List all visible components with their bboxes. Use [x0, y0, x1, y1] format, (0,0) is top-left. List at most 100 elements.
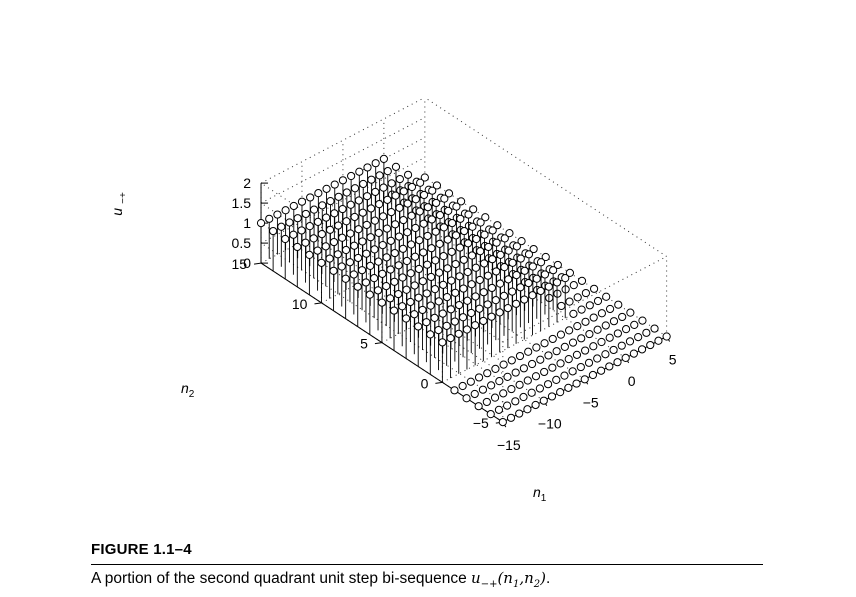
stem-marker [375, 171, 384, 180]
stem-marker [512, 270, 521, 280]
stem-marker [504, 246, 513, 255]
stem-marker [580, 375, 589, 384]
stem-marker [383, 195, 392, 204]
stem-marker [490, 393, 500, 402]
stem-marker [443, 264, 452, 273]
stem-marker [330, 209, 339, 218]
stem-marker [462, 394, 471, 403]
stem-marker [354, 253, 363, 263]
grid-line [381, 256, 546, 344]
y-tick [253, 262, 262, 265]
box-edge [502, 256, 667, 343]
stem-marker [516, 254, 525, 263]
stem-marker [411, 223, 420, 233]
stem-marker [467, 251, 477, 260]
stem-marker [581, 288, 591, 298]
stem-marker [297, 226, 306, 235]
y-tick [435, 381, 443, 384]
figure-label: FIGURE 1.1–4 [91, 541, 192, 558]
stem-marker [588, 370, 598, 380]
stem-marker [557, 301, 566, 311]
stem-marker [621, 353, 630, 362]
stem-marker [528, 291, 537, 300]
stem-marker [517, 237, 526, 246]
stem-marker [503, 372, 512, 381]
stem-marker [597, 309, 606, 318]
stem-marker [389, 306, 399, 315]
stem-marker [625, 337, 635, 346]
stem-marker [560, 371, 569, 380]
grid-line [260, 117, 426, 204]
stem-marker [415, 207, 424, 216]
stem-marker [483, 300, 492, 309]
stem-marker [589, 313, 598, 322]
stem-marker [609, 317, 619, 326]
y-tick-label: 0 [421, 375, 429, 391]
stem-marker [482, 397, 491, 407]
y-tick-label: −5 [473, 415, 489, 431]
stem-marker [468, 222, 477, 231]
stem-marker [469, 205, 478, 214]
stem-marker [394, 261, 403, 270]
stem-marker [322, 213, 331, 222]
stem-marker [507, 384, 516, 394]
stem-marker [496, 250, 505, 260]
stem-marker [338, 204, 347, 214]
stem-marker [593, 354, 602, 363]
stem-marker [334, 192, 343, 201]
stem-marker [386, 265, 395, 274]
stem-marker [568, 367, 577, 376]
stem-marker [455, 272, 464, 281]
stem-marker [330, 180, 339, 189]
stem-marker [305, 250, 314, 259]
stem-marker [472, 234, 481, 244]
stem-marker [618, 312, 627, 322]
stem-marker [414, 264, 424, 274]
stem-marker [492, 238, 501, 247]
stem-marker [621, 325, 631, 334]
stem-marker [442, 321, 451, 330]
stem-marker [379, 154, 388, 163]
z-tick-label: 1.5 [232, 195, 252, 211]
stem-marker [428, 186, 437, 195]
stem-marker [391, 220, 400, 229]
stem-marker [515, 380, 524, 389]
stem-marker [366, 261, 375, 271]
stem-marker [446, 333, 455, 343]
stem-marker [493, 221, 502, 230]
stem-marker [471, 292, 480, 301]
caption-text: A portion of the second quadrant unit st… [91, 570, 472, 587]
stem-marker [585, 301, 594, 310]
stem-marker [293, 214, 302, 223]
stem-marker [293, 242, 302, 252]
stem-marker [503, 401, 512, 410]
stem-marker [503, 304, 512, 313]
x-tick-label: −10 [538, 416, 562, 432]
stem-marker [495, 377, 504, 386]
stem-marker [430, 313, 439, 322]
stem-marker [585, 329, 594, 339]
stem-marker [367, 175, 376, 184]
stem-marker [439, 280, 448, 289]
y-axis-label: n2 [181, 380, 195, 400]
stem-marker [447, 247, 456, 256]
stem-marker [438, 309, 447, 318]
stem-marker [373, 286, 383, 295]
stem-marker [577, 305, 586, 314]
stem-marker [470, 389, 479, 399]
stem-marker [350, 212, 359, 222]
x-tick-label: −15 [497, 437, 521, 453]
stem-marker [460, 226, 469, 236]
stem-marker [483, 369, 492, 378]
stem-marker [488, 255, 497, 264]
stem-marker [499, 360, 508, 369]
stem-marker [605, 333, 614, 342]
stem-marker [365, 290, 374, 299]
stem-marker [536, 355, 545, 364]
stem-marker [650, 324, 659, 333]
stem-marker [617, 341, 626, 350]
stem-marker [426, 301, 435, 310]
stem-marker [462, 325, 472, 334]
stem-marker [601, 350, 610, 359]
